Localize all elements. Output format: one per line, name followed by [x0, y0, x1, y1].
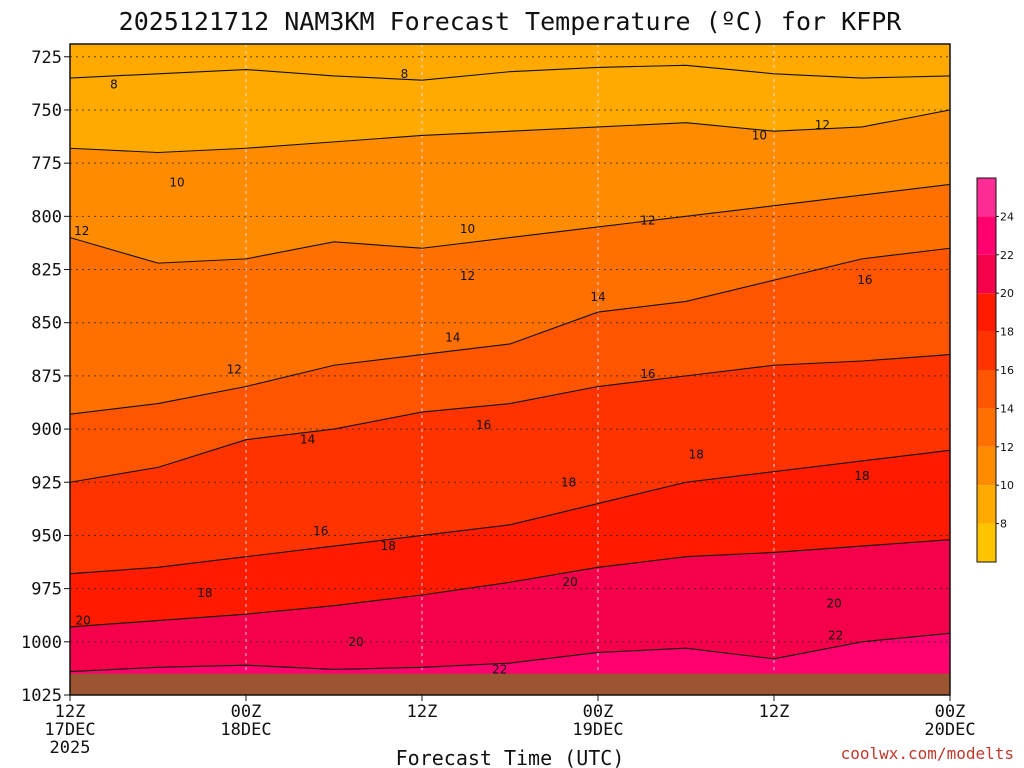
contour-label: 12: [460, 269, 475, 283]
colorbar-swatch: [977, 216, 996, 255]
colorbar-swatch: [977, 523, 996, 562]
y-tick-label: 800: [31, 207, 62, 227]
isotherm-line-22: [70, 632, 950, 673]
plot-frame: [69, 43, 951, 696]
contour-label: 12: [227, 363, 242, 377]
y-tick-label: 775: [31, 154, 62, 174]
contour-label: 20: [562, 575, 577, 589]
y-axis: 725 750 775 800 825 850 875 900 925 950 975 1000 102…: [21, 48, 70, 706]
x-tick-label: 18DEC: [220, 720, 271, 740]
colorbar-swatch: [977, 485, 996, 524]
x-tick-label: 12Z: [759, 702, 790, 722]
contour-label: 18: [381, 539, 396, 553]
contour-label: 18: [854, 469, 869, 483]
contour-label: 14: [590, 290, 605, 304]
contour-label: 22: [828, 628, 843, 642]
x-tick-label: 19DEC: [572, 720, 623, 740]
colorbar-swatch: [977, 446, 996, 486]
contour-label: 22: [492, 662, 507, 676]
contour-label: 18: [689, 448, 704, 462]
x-tick-label: 00Z: [583, 702, 614, 722]
contour-label: 10: [169, 175, 184, 189]
x-tick-label: 00Z: [231, 702, 262, 722]
contour-label: 8: [110, 77, 118, 91]
isotherm-line-16: [70, 354, 950, 483]
colorbar-swatch: [977, 331, 996, 370]
contour-label: 10: [460, 222, 475, 236]
y-tick-label: 725: [31, 48, 62, 68]
y-tick-label: 875: [31, 367, 62, 387]
colorbar-swatch: [977, 370, 996, 409]
plot-area: 8 8 10 10 10 12 12 12 12 12 14 14 14 16 16 16 16 18 18 18 18…: [70, 44, 950, 695]
credit-text: coolwx.com/modelts: [841, 744, 1014, 763]
x-axis-label: Forecast Time (UTC): [396, 746, 625, 768]
colorbar-legend: 8 10 12 14 16 18 20 22 24: [976, 177, 1014, 563]
contour-label: 14: [445, 331, 460, 345]
y-tick-label: 1025: [21, 686, 62, 706]
y-tick-label: 950: [31, 526, 62, 546]
x-tick-label: 2025: [50, 738, 91, 758]
contour-label: 18: [197, 586, 212, 600]
contour-label: 12: [815, 118, 830, 132]
x-tick-label: 20DEC: [924, 720, 975, 740]
isotherm-line-10: [70, 109, 950, 154]
contour-label: 20: [348, 635, 363, 649]
colorbar-tick-label: 20: [1000, 287, 1014, 300]
colorbar-tick-label: 18: [1000, 326, 1014, 339]
x-tick-label: 17DEC: [44, 720, 95, 740]
chart-title: 2025121712 NAM3KM Forecast Temperature (…: [119, 7, 903, 36]
contour-label: 20: [826, 597, 841, 611]
y-tick-label: 975: [31, 580, 62, 600]
contour-label: 8: [401, 67, 409, 81]
contour-label: 12: [640, 214, 655, 228]
y-tick-label: 900: [31, 420, 62, 440]
x-tick-label: 12Z: [55, 702, 86, 722]
colorbar-swatch: [977, 293, 996, 332]
y-tick-label: 1000: [21, 633, 62, 653]
isotherm-line-18: [70, 449, 950, 575]
terrain-underground: [70, 673, 950, 695]
contour-label: 16: [640, 367, 655, 381]
colorbar-swatch: [977, 178, 996, 217]
colorbar-swatch: [977, 254, 996, 294]
y-tick-label: 750: [31, 101, 62, 121]
contour-label: 10: [752, 128, 767, 142]
contour-label: 16: [857, 273, 872, 287]
colorbar-tick-label: 16: [1000, 364, 1014, 377]
colorbar-tick-label: 10: [1000, 479, 1014, 492]
isotherm-line-20: [70, 539, 950, 628]
contour-label: 14: [300, 433, 315, 447]
colorbar-tick-label: 12: [1000, 441, 1014, 454]
contour-label: 16: [476, 418, 491, 432]
isotherm-line-8: [70, 64, 950, 81]
isotherm-line-12: [70, 183, 950, 264]
contour-label: 18: [561, 475, 576, 489]
colorbar-tick-label: 24: [1000, 210, 1014, 223]
y-tick-label: 925: [31, 473, 62, 493]
colorbar-tick-label: 22: [1000, 249, 1014, 262]
colorbar-tick-label: 8: [1000, 518, 1007, 531]
contour-label: 12: [74, 224, 89, 238]
isotherm-line-14: [70, 247, 950, 415]
colorbar-tick-label: 14: [1000, 402, 1014, 415]
y-tick-label: 850: [31, 314, 62, 334]
contour-label: 20: [76, 614, 91, 628]
colorbar-swatch: [977, 408, 996, 447]
x-tick-label: 00Z: [935, 702, 966, 722]
contour-label: 16: [313, 524, 328, 538]
x-tick-label: 12Z: [407, 702, 438, 722]
y-tick-label: 825: [31, 261, 62, 281]
